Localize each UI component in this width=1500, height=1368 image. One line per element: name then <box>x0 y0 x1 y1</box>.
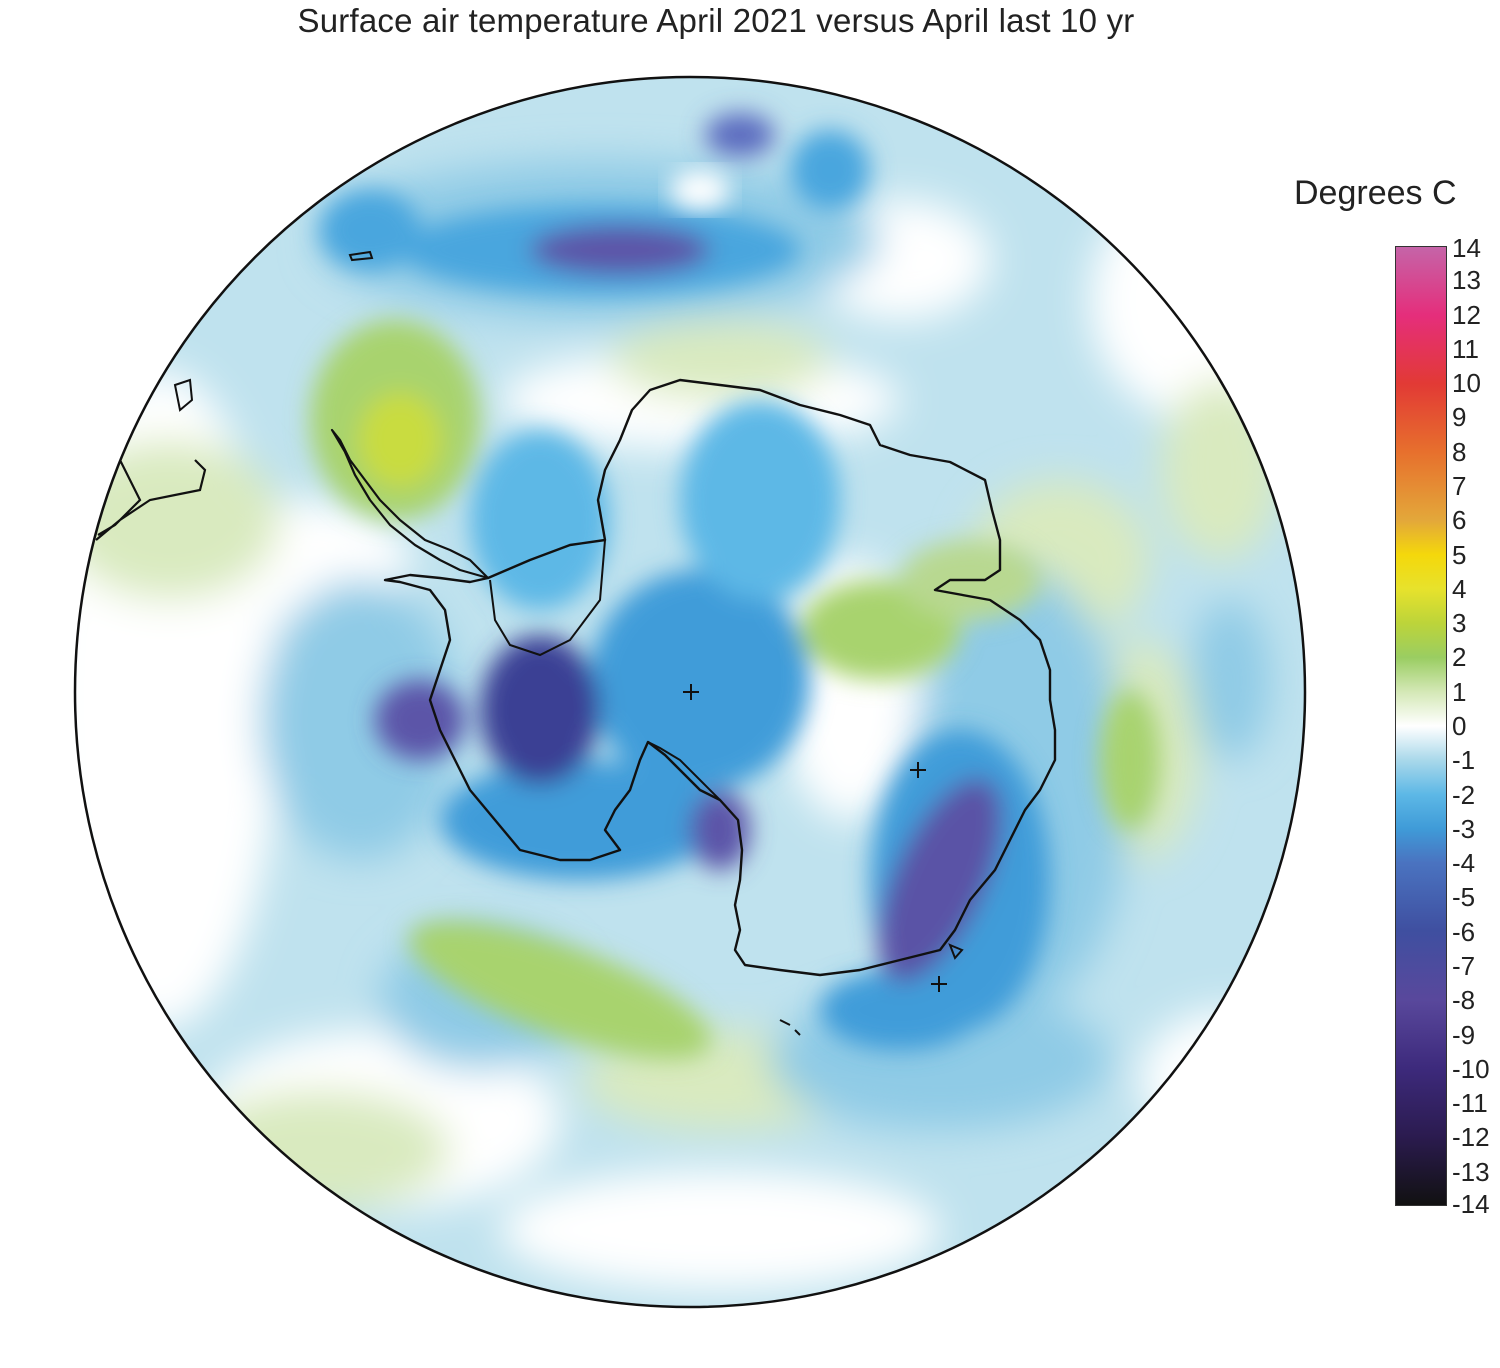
cool-zone <box>1190 600 1270 760</box>
neutral-zone <box>1090 180 1305 420</box>
legend-title: Degrees C <box>1294 174 1457 212</box>
cold-zone <box>470 430 610 610</box>
colorbar-tick-label: -4 <box>1452 848 1476 879</box>
island <box>948 943 964 960</box>
cold-zone <box>440 760 720 880</box>
slightly-warm-zone <box>75 440 280 600</box>
plus-marker <box>683 684 699 700</box>
map-boundary <box>73 75 1307 1309</box>
warm-zone <box>408 920 712 1060</box>
plus-marker <box>931 976 947 992</box>
colorbar-tick-label: -10 <box>1452 1053 1490 1084</box>
warm-zone <box>358 392 442 488</box>
colorbar-tick-label: -6 <box>1452 916 1476 947</box>
colorbar-tick-label: 11 <box>1452 333 1479 364</box>
colorbar-tick-label: -3 <box>1452 813 1476 844</box>
colorbar-tick-label: -7 <box>1452 951 1476 981</box>
very-cold-zone <box>530 225 710 275</box>
colorbar-tick-label: -5 <box>1452 882 1476 913</box>
colorbar-tick-label: 4 <box>1452 573 1467 604</box>
very-cold-zone <box>878 778 1002 982</box>
colorbar-tick-label: -14 <box>1452 1189 1490 1219</box>
colorbar-tick-label: 13 <box>1452 265 1481 296</box>
neutral-zone <box>500 1170 940 1290</box>
colorbar <box>1395 246 1447 1206</box>
very-cold-zone <box>690 790 750 870</box>
colorbar-tick-label: 14 <box>1452 233 1481 263</box>
cool-zone <box>260 580 460 860</box>
south-america-coastline <box>95 459 207 541</box>
colorbar-tick-label: -1 <box>1452 745 1476 776</box>
very-cold-zone <box>705 113 775 157</box>
colorbar-tick-label: -9 <box>1452 1019 1476 1050</box>
island <box>348 250 374 262</box>
colorbar-tick-label: 7 <box>1452 471 1467 501</box>
colorbar-tick-label: 10 <box>1452 368 1481 399</box>
slightly-warm-zone <box>190 1090 450 1210</box>
neutral-zone <box>670 170 730 210</box>
antarctica-coastline <box>383 378 1057 977</box>
colorbar-tick-label: 2 <box>1452 642 1467 673</box>
colorbar-tick-label: 6 <box>1452 505 1467 536</box>
map-title: Surface air temperature April 2021 versu… <box>297 2 1135 39</box>
colorbar-tick-label: 9 <box>1452 402 1467 433</box>
cold-zone <box>680 400 840 600</box>
colorbar-tick-label: 1 <box>1452 676 1467 707</box>
colorbar-tick-label: 0 <box>1452 711 1467 741</box>
cold-zone <box>590 570 810 790</box>
cold-zone <box>790 130 870 210</box>
cold-zone <box>320 190 420 270</box>
plus-marker <box>910 762 926 778</box>
cold-zone <box>820 970 980 1050</box>
slightly-warm-zone <box>610 320 830 400</box>
colorbar-tick-label: -2 <box>1452 779 1476 810</box>
colorbar-tick-label: 3 <box>1452 608 1467 639</box>
colorbar-tick-label: -12 <box>1452 1122 1490 1153</box>
colorbar-tick-label: 12 <box>1452 299 1481 330</box>
antarctic-peninsula <box>330 428 490 580</box>
colorbar-tick-label: -8 <box>1452 985 1476 1016</box>
colorbar-tick-label: -13 <box>1452 1156 1490 1187</box>
very-cold-zone <box>375 680 465 760</box>
very-cold-zone <box>480 635 600 785</box>
colorbar-tick-label: -11 <box>1452 1088 1488 1119</box>
colorbar-tick-label: 8 <box>1452 436 1467 467</box>
colorbar-tick-label: 5 <box>1452 539 1467 570</box>
slightly-warm-zone <box>1160 380 1280 560</box>
ice-shelf-edge <box>489 539 721 801</box>
island <box>779 1019 801 1036</box>
warm-zone <box>1100 690 1160 830</box>
island <box>173 378 194 412</box>
